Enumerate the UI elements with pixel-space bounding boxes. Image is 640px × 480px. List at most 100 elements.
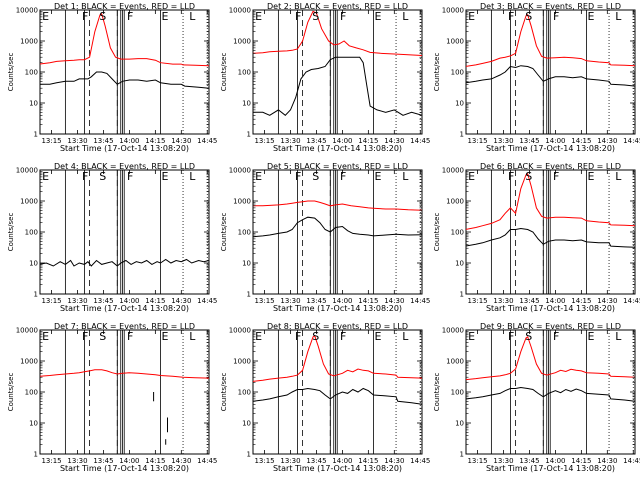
panel-title: Det 9: BLACK = Events, RED = LLD [480, 322, 621, 331]
x-tick-label: 14:30 [171, 457, 191, 465]
x-axis-label: Start Time (17-Oct-14 13:08:20) [273, 304, 402, 313]
y-tick-label: 10 [455, 100, 464, 108]
segment-label: S [312, 170, 319, 183]
y-axis-label: Counts/sec [7, 213, 15, 252]
y-tick-label: 100 [451, 229, 464, 237]
events-series-line [466, 227, 635, 248]
x-tick-label: 13:30 [67, 297, 87, 305]
segment-label: F [553, 330, 559, 343]
y-tick-label: 1 [34, 131, 38, 139]
x-tick-label: 13:45 [306, 137, 326, 145]
x-tick-label: 14:45 [197, 297, 217, 305]
y-tick-label: 10 [29, 100, 38, 108]
y-tick-label: 100 [238, 69, 251, 77]
y-tick-label: 100 [238, 229, 251, 237]
x-tick-label: 13:15 [467, 297, 487, 305]
x-tick-label: 13:15 [41, 137, 61, 145]
y-tick-label: 1 [247, 451, 251, 459]
lld-series-line [253, 10, 422, 56]
x-tick-label: 14:15 [571, 457, 591, 465]
y-tick-label: 1000 [446, 38, 464, 46]
x-tick-label: 14:30 [384, 297, 404, 305]
events-series-line [253, 56, 422, 116]
lld-series-line [253, 200, 422, 211]
x-tick-label: 14:00 [545, 137, 565, 145]
y-tick-label: 100 [25, 389, 38, 397]
segment-label: L [615, 170, 622, 183]
x-axis-label: Start Time (17-Oct-14 13:08:20) [60, 144, 189, 153]
y-tick-label: 10000 [16, 327, 38, 335]
segment-label: F [340, 170, 346, 183]
segment-label: F [295, 330, 301, 343]
x-tick-label: 14:15 [358, 457, 378, 465]
events-series-line [253, 387, 422, 405]
x-tick-label: 13:45 [93, 297, 113, 305]
y-tick-label: 100 [25, 69, 38, 77]
segment-label: S [99, 330, 106, 343]
segment-label: E [588, 330, 595, 343]
segment-label: E [375, 330, 382, 343]
segment-label: F [508, 10, 514, 23]
segment-label: F [82, 10, 88, 23]
segment-label: L [189, 330, 196, 343]
x-tick-label: 13:30 [493, 457, 513, 465]
x-tick-label: 13:15 [254, 297, 274, 305]
y-tick-label: 10000 [16, 7, 38, 15]
x-tick-label: 13:15 [254, 457, 274, 465]
segment-label: F [340, 330, 346, 343]
x-tick-label: 14:45 [623, 457, 640, 465]
x-tick-label: 14:30 [384, 457, 404, 465]
segment-label: E [162, 170, 169, 183]
y-tick-label: 10000 [16, 167, 38, 175]
lld-series-line [253, 335, 422, 382]
x-tick-label: 14:45 [410, 457, 430, 465]
segment-label: E [588, 170, 595, 183]
segment-label: F [127, 10, 133, 23]
y-tick-label: 1 [460, 451, 464, 459]
y-tick-label: 1000 [20, 38, 38, 46]
segment-label: F [508, 170, 514, 183]
x-tick-label: 14:15 [571, 297, 591, 305]
segment-label: E [375, 170, 382, 183]
segment-label: E [42, 10, 49, 23]
y-tick-label: 100 [25, 229, 38, 237]
segment-label: F [127, 330, 133, 343]
lld-series-line [466, 336, 635, 381]
x-tick-label: 14:00 [545, 297, 565, 305]
y-tick-label: 1000 [446, 358, 464, 366]
segment-label: E [255, 10, 262, 23]
x-tick-label: 13:15 [41, 297, 61, 305]
segment-label: L [615, 330, 622, 343]
segment-label: E [255, 330, 262, 343]
y-tick-label: 1000 [20, 358, 38, 366]
x-tick-label: 14:15 [145, 137, 165, 145]
x-tick-label: 14:00 [119, 297, 139, 305]
y-axis-label: Counts/sec [433, 213, 441, 252]
y-tick-label: 1 [34, 451, 38, 459]
y-tick-label: 1000 [233, 358, 251, 366]
events-series-line [466, 386, 635, 402]
events-series-line [253, 216, 422, 238]
segment-label: E [468, 330, 475, 343]
y-tick-label: 10 [242, 260, 251, 268]
segment-label: S [99, 10, 106, 23]
x-tick-label: 14:00 [332, 137, 352, 145]
panel-title: Det 8: BLACK = Events, RED = LLD [267, 322, 408, 331]
segment-label: E [42, 330, 49, 343]
y-tick-label: 10 [29, 420, 38, 428]
segment-label: E [255, 170, 262, 183]
y-tick-label: 1 [247, 291, 251, 299]
y-tick-label: 100 [451, 389, 464, 397]
x-tick-label: 14:45 [623, 137, 640, 145]
x-tick-label: 14:45 [623, 297, 640, 305]
x-tick-label: 13:45 [519, 137, 539, 145]
y-tick-label: 1000 [233, 198, 251, 206]
y-axis-label: Counts/sec [7, 373, 15, 412]
